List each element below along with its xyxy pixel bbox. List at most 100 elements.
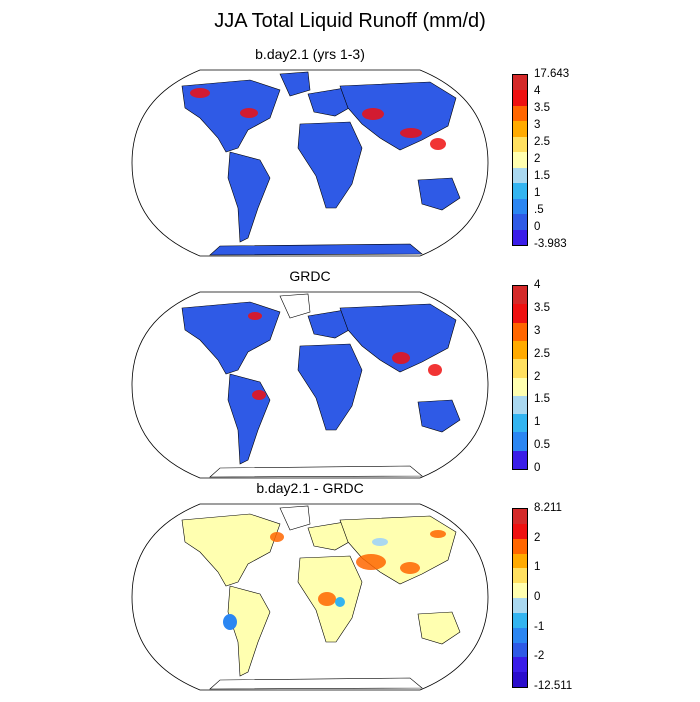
colorbar-tick-label: 1 — [534, 416, 541, 429]
map-panel-2: GRDC — [130, 268, 490, 490]
runoff-deficit-region — [335, 597, 345, 607]
figure-title: JJA Total Liquid Runoff (mm/d) — [214, 10, 486, 32]
colorbar-segment — [513, 105, 527, 122]
colorbar-segment — [513, 553, 527, 569]
colorbar-tick-label: -3.983 — [534, 238, 567, 250]
continent-antarctica — [209, 677, 423, 690]
colorbar-tick-label: 3 — [534, 324, 541, 337]
colorbar-tick-label: -1 — [534, 620, 545, 633]
colorbar-segment — [513, 183, 527, 200]
colorbar-segment — [513, 627, 527, 643]
colorbar-tick-label: 2 — [534, 153, 541, 165]
continent-greenland — [279, 505, 311, 531]
runoff-hotspot — [318, 592, 336, 606]
runoff-hotspot — [270, 532, 284, 542]
colorbar-segment — [513, 509, 527, 525]
colorbar-segment — [513, 568, 527, 584]
colorbar-tick-label: 17.643 — [534, 68, 570, 80]
continent-africa — [297, 121, 363, 209]
colorbar-segment — [513, 432, 527, 452]
colorbar-2: 4 3.5 3 2.5 2 1.5 1 0.5 0 — [512, 279, 582, 474]
colorbar-segment — [513, 538, 527, 554]
colorbar-segment — [513, 90, 527, 107]
colorbar-1: 17.643 4 3.5 3 2.5 2 1.5 1.5 0 -3.983 — [512, 68, 582, 250]
colorbar-segment — [513, 377, 527, 397]
continent-south-america — [227, 151, 271, 243]
continent-australia — [417, 177, 461, 211]
colorbar-tick-label: 3.5 — [534, 301, 550, 314]
colorbar-1-scale — [512, 74, 528, 246]
colorbar-tick-label: -12.511 — [534, 680, 573, 692]
colorbar-3: 8.211 2 1 0 -1 -2 -12.511 — [512, 502, 582, 692]
colorbar-segment — [513, 523, 527, 540]
runoff-hotspot — [428, 364, 442, 376]
world-map-3 — [131, 503, 489, 691]
continent-australia — [417, 399, 461, 433]
runoff-hotspot — [252, 390, 266, 400]
colorbar-2-scale — [512, 285, 528, 470]
colorbar-tick-label: 0.5 — [534, 439, 550, 452]
colorbar-tick-label: .5 — [534, 204, 544, 216]
colorbar-segment — [513, 395, 527, 415]
colorbar-segment — [513, 75, 527, 91]
colorbar-segment — [513, 359, 527, 378]
continent-antarctica — [209, 243, 423, 256]
colorbar-segment — [513, 340, 527, 360]
continent-asia — [339, 303, 457, 373]
continent-north-america — [181, 79, 281, 153]
continent-asia — [339, 81, 457, 151]
colorbar-tick-label: 4 — [534, 279, 541, 291]
colorbar-tick-label: 4 — [534, 85, 541, 97]
runoff-hotspot — [248, 312, 262, 320]
panel-title-2: GRDC — [289, 268, 331, 284]
world-map-2 — [131, 291, 489, 479]
continents-1 — [181, 71, 461, 256]
panel-title-3: b.day2.1 - GRDC — [256, 480, 364, 496]
colorbar-segment — [513, 152, 527, 169]
colorbar-3-scale — [512, 508, 528, 688]
runoff-hotspot — [240, 108, 258, 118]
colorbar-segment — [513, 612, 527, 629]
colorbar-segment — [513, 198, 527, 215]
runoff-hotspot — [356, 554, 386, 570]
colorbar-tick-label: 3 — [534, 119, 541, 131]
colorbar-tick-label: 3.5 — [534, 102, 550, 114]
colorbar-tick-label: 2 — [534, 531, 541, 544]
continent-greenland — [279, 71, 311, 97]
colorbar-segment — [513, 167, 527, 184]
colorbar-tick-label: 2.5 — [534, 136, 550, 148]
colorbar-tick-label: 2 — [534, 370, 541, 383]
continent-africa — [297, 343, 363, 431]
continents-2 — [181, 293, 461, 478]
colorbar-segment — [513, 414, 527, 433]
colorbar-segment — [513, 136, 527, 153]
colorbar-segment — [513, 583, 527, 599]
map-panel-1: b.day2.1 (yrs 1-3) — [130, 46, 490, 268]
continent-north-america — [181, 301, 281, 375]
colorbar-tick-label: 0 — [534, 591, 541, 603]
colorbar-segment — [513, 598, 527, 614]
colorbar-segment — [513, 214, 527, 231]
colorbar-tick-label: 8.211 — [534, 502, 562, 514]
runoff-hotspot — [430, 138, 446, 150]
runoff-hotspot — [362, 108, 384, 120]
colorbar-tick-label: -2 — [534, 650, 545, 663]
colorbar-tick-label: 2.5 — [534, 347, 550, 360]
colorbar-tick-label: 1 — [534, 187, 541, 199]
runoff-deficit-region — [372, 538, 388, 546]
colorbar-segment — [513, 286, 527, 305]
colorbar-tick-label: 1 — [534, 561, 541, 574]
colorbar-segment — [513, 121, 527, 138]
runoff-hotspot — [392, 352, 410, 364]
colorbar-tick-label: 1.5 — [534, 170, 550, 182]
colorbar-segment — [513, 322, 527, 342]
runoff-hotspot — [190, 88, 210, 98]
continent-north-america — [181, 513, 281, 587]
colorbar-segment — [513, 229, 527, 246]
colorbar-segment — [513, 304, 527, 324]
world-map-1 — [131, 69, 489, 257]
runoff-deficit-region — [223, 614, 237, 630]
panel-title-1: b.day2.1 (yrs 1-3) — [255, 46, 365, 62]
colorbar-segment — [513, 642, 527, 658]
continents-3 — [181, 505, 461, 690]
